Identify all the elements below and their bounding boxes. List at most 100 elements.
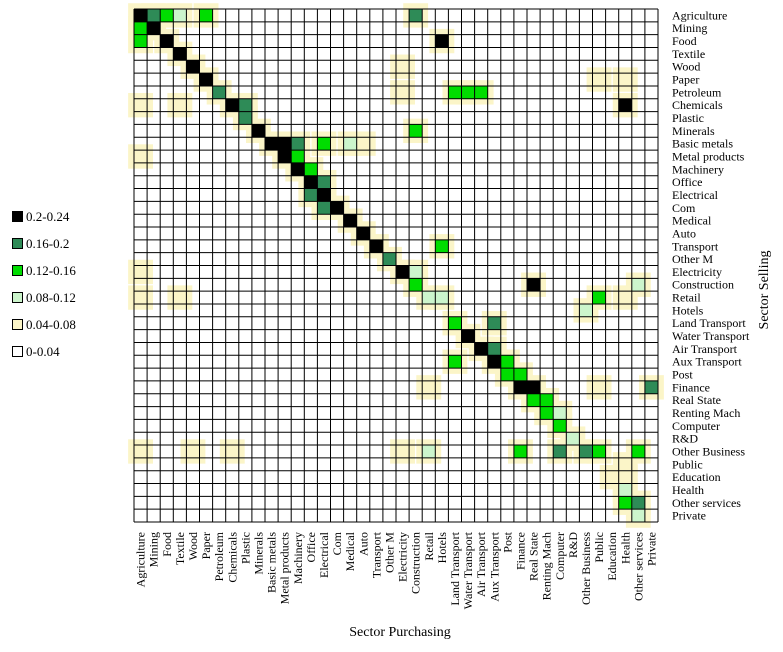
heatmap-cell — [317, 188, 331, 202]
y-tick-label: Transport — [672, 239, 719, 253]
y-tick-label: Renting Mach — [672, 406, 740, 420]
y-tick-label: Textile — [672, 47, 705, 61]
y-tick-label: Food — [672, 34, 697, 48]
heatmap-cell — [238, 98, 252, 112]
heatmap-cell — [278, 150, 292, 163]
heatmap-cell — [369, 239, 383, 253]
heatmap-cell — [435, 291, 449, 304]
heatmap-cell — [422, 445, 436, 458]
heatmap-cell — [134, 291, 148, 304]
x-tick-label: Mining — [147, 532, 161, 567]
heatmap-cell — [487, 355, 501, 369]
x-tick-label: Private — [644, 532, 658, 566]
heatmap-cell — [396, 60, 410, 74]
heatmap-cell — [513, 368, 527, 381]
heatmap-cell — [134, 98, 148, 112]
heatmap-cell — [278, 137, 292, 151]
heatmap-cell — [291, 150, 305, 163]
heatmap-cell — [579, 445, 593, 458]
x-axis-title: Sector Purchasing — [349, 625, 451, 640]
x-tick-label: Basic metals — [265, 532, 279, 593]
y-tick-label: R&D — [672, 432, 698, 446]
legend-swatch — [12, 292, 23, 303]
x-tick-label: Food — [160, 532, 174, 557]
heatmap-cell — [330, 201, 344, 215]
heatmap-cell — [251, 124, 265, 138]
y-axis-title: Sector Selling — [757, 250, 772, 330]
x-tick-label: Wood — [186, 532, 200, 560]
heatmap-cell — [435, 34, 449, 48]
heatmap-cell — [592, 445, 606, 458]
heatmap-cell — [553, 406, 567, 420]
heatmap-cell — [553, 445, 567, 458]
y-tick-label: Education — [672, 470, 721, 484]
heatmap-cell — [317, 137, 331, 151]
heatmap-cell — [317, 201, 331, 215]
heatmap-cell — [631, 496, 645, 510]
legend-item: 0.12-0.16 — [12, 257, 112, 284]
y-tick-label: Other services — [672, 496, 741, 510]
x-tick-label: Aux Transport — [487, 531, 501, 601]
legend-label: 0.12-0.16 — [26, 262, 76, 278]
x-tick-label: Machinery — [291, 532, 305, 584]
heatmap-cell — [134, 265, 148, 279]
y-tick-label: Finance — [672, 380, 710, 394]
heatmap-cell — [513, 445, 527, 458]
heatmap-cell — [173, 98, 187, 112]
heatmap-cell — [186, 60, 200, 74]
x-tick-label: Air Transport — [474, 531, 488, 597]
x-tick-label: Plastic — [238, 532, 252, 564]
y-tick-label: Agriculture — [672, 8, 727, 22]
heatmap-cell — [618, 470, 632, 484]
heatmap-cell — [631, 278, 645, 292]
heatmap-cell — [356, 227, 370, 240]
y-tick-label: Hotels — [672, 303, 704, 317]
heatmap-cell — [618, 496, 632, 510]
x-tick-label: Other Business — [579, 532, 593, 605]
heatmap-cell — [225, 445, 239, 458]
heatmap-cell — [540, 393, 554, 407]
x-tick-label: Electricity — [396, 532, 410, 582]
y-tick-label: Metal products — [672, 149, 745, 163]
x-tick-label: Metal products — [278, 532, 292, 605]
heatmap-cell — [566, 432, 580, 446]
heatmap-cell — [422, 291, 436, 304]
y-tick-label: Real State — [672, 393, 721, 407]
heatmap-cell — [553, 419, 567, 433]
grid-lines — [133, 8, 659, 523]
y-tick-label: Com — [672, 201, 696, 215]
heatmap-cell — [160, 34, 174, 48]
heatmap-cell — [461, 85, 475, 99]
legend-label: 0.04-0.08 — [26, 316, 76, 332]
y-tick-label: Aux Transport — [672, 355, 742, 369]
heatmap-cell — [199, 73, 213, 86]
y-tick-label: Computer — [672, 419, 720, 433]
heatmap-cell — [605, 470, 619, 484]
x-tick-label: Com — [330, 531, 344, 555]
legend-swatch — [12, 346, 23, 357]
heatmap-cell — [134, 150, 148, 163]
y-tick-label: Post — [672, 368, 693, 382]
heatmap-cell — [160, 9, 174, 22]
x-tick-label: Finance — [513, 532, 527, 570]
heatmap-cell — [147, 9, 161, 22]
heatmap-cell — [474, 85, 488, 99]
x-tick-label: Auto — [356, 532, 370, 556]
x-tick-label: Electrical — [317, 531, 331, 578]
x-tick-label: Textile — [173, 532, 187, 565]
heatmap-cell — [461, 329, 475, 343]
heatmap-cell — [448, 316, 462, 330]
y-tick-label: Other Business — [672, 444, 745, 458]
x-tick-label: Office — [304, 532, 318, 562]
x-tick-label: Retail — [422, 531, 436, 560]
heatmap-cell — [527, 278, 541, 292]
y-tick-label: Basic metals — [672, 137, 733, 151]
heatmap-cell — [173, 291, 187, 304]
x-tick-label: Hotels — [435, 532, 449, 564]
heatmap-cell — [618, 457, 632, 471]
heatmap-cell — [631, 445, 645, 458]
y-tick-label: Petroleum — [672, 85, 722, 99]
y-tick-label: Wood — [672, 60, 700, 74]
heatmap-cell — [317, 175, 331, 189]
heatmap-cell — [199, 9, 213, 22]
